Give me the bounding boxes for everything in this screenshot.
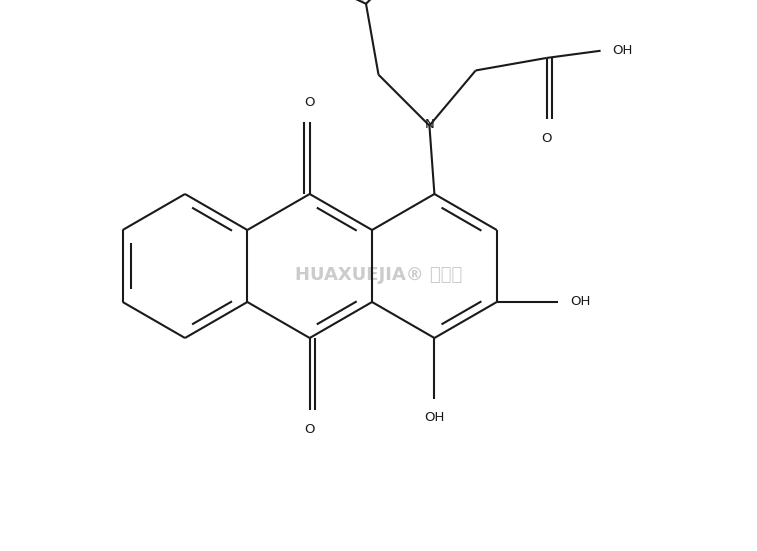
Text: HUAXUEJIA® 化学加: HUAXUEJIA® 化学加 <box>295 267 462 284</box>
Text: O: O <box>304 423 315 436</box>
Text: O: O <box>541 132 552 145</box>
Text: OH: OH <box>424 411 444 424</box>
Text: N: N <box>425 118 435 131</box>
Text: O: O <box>304 96 315 109</box>
Text: OH: OH <box>612 44 633 57</box>
Text: OH: OH <box>570 295 590 309</box>
